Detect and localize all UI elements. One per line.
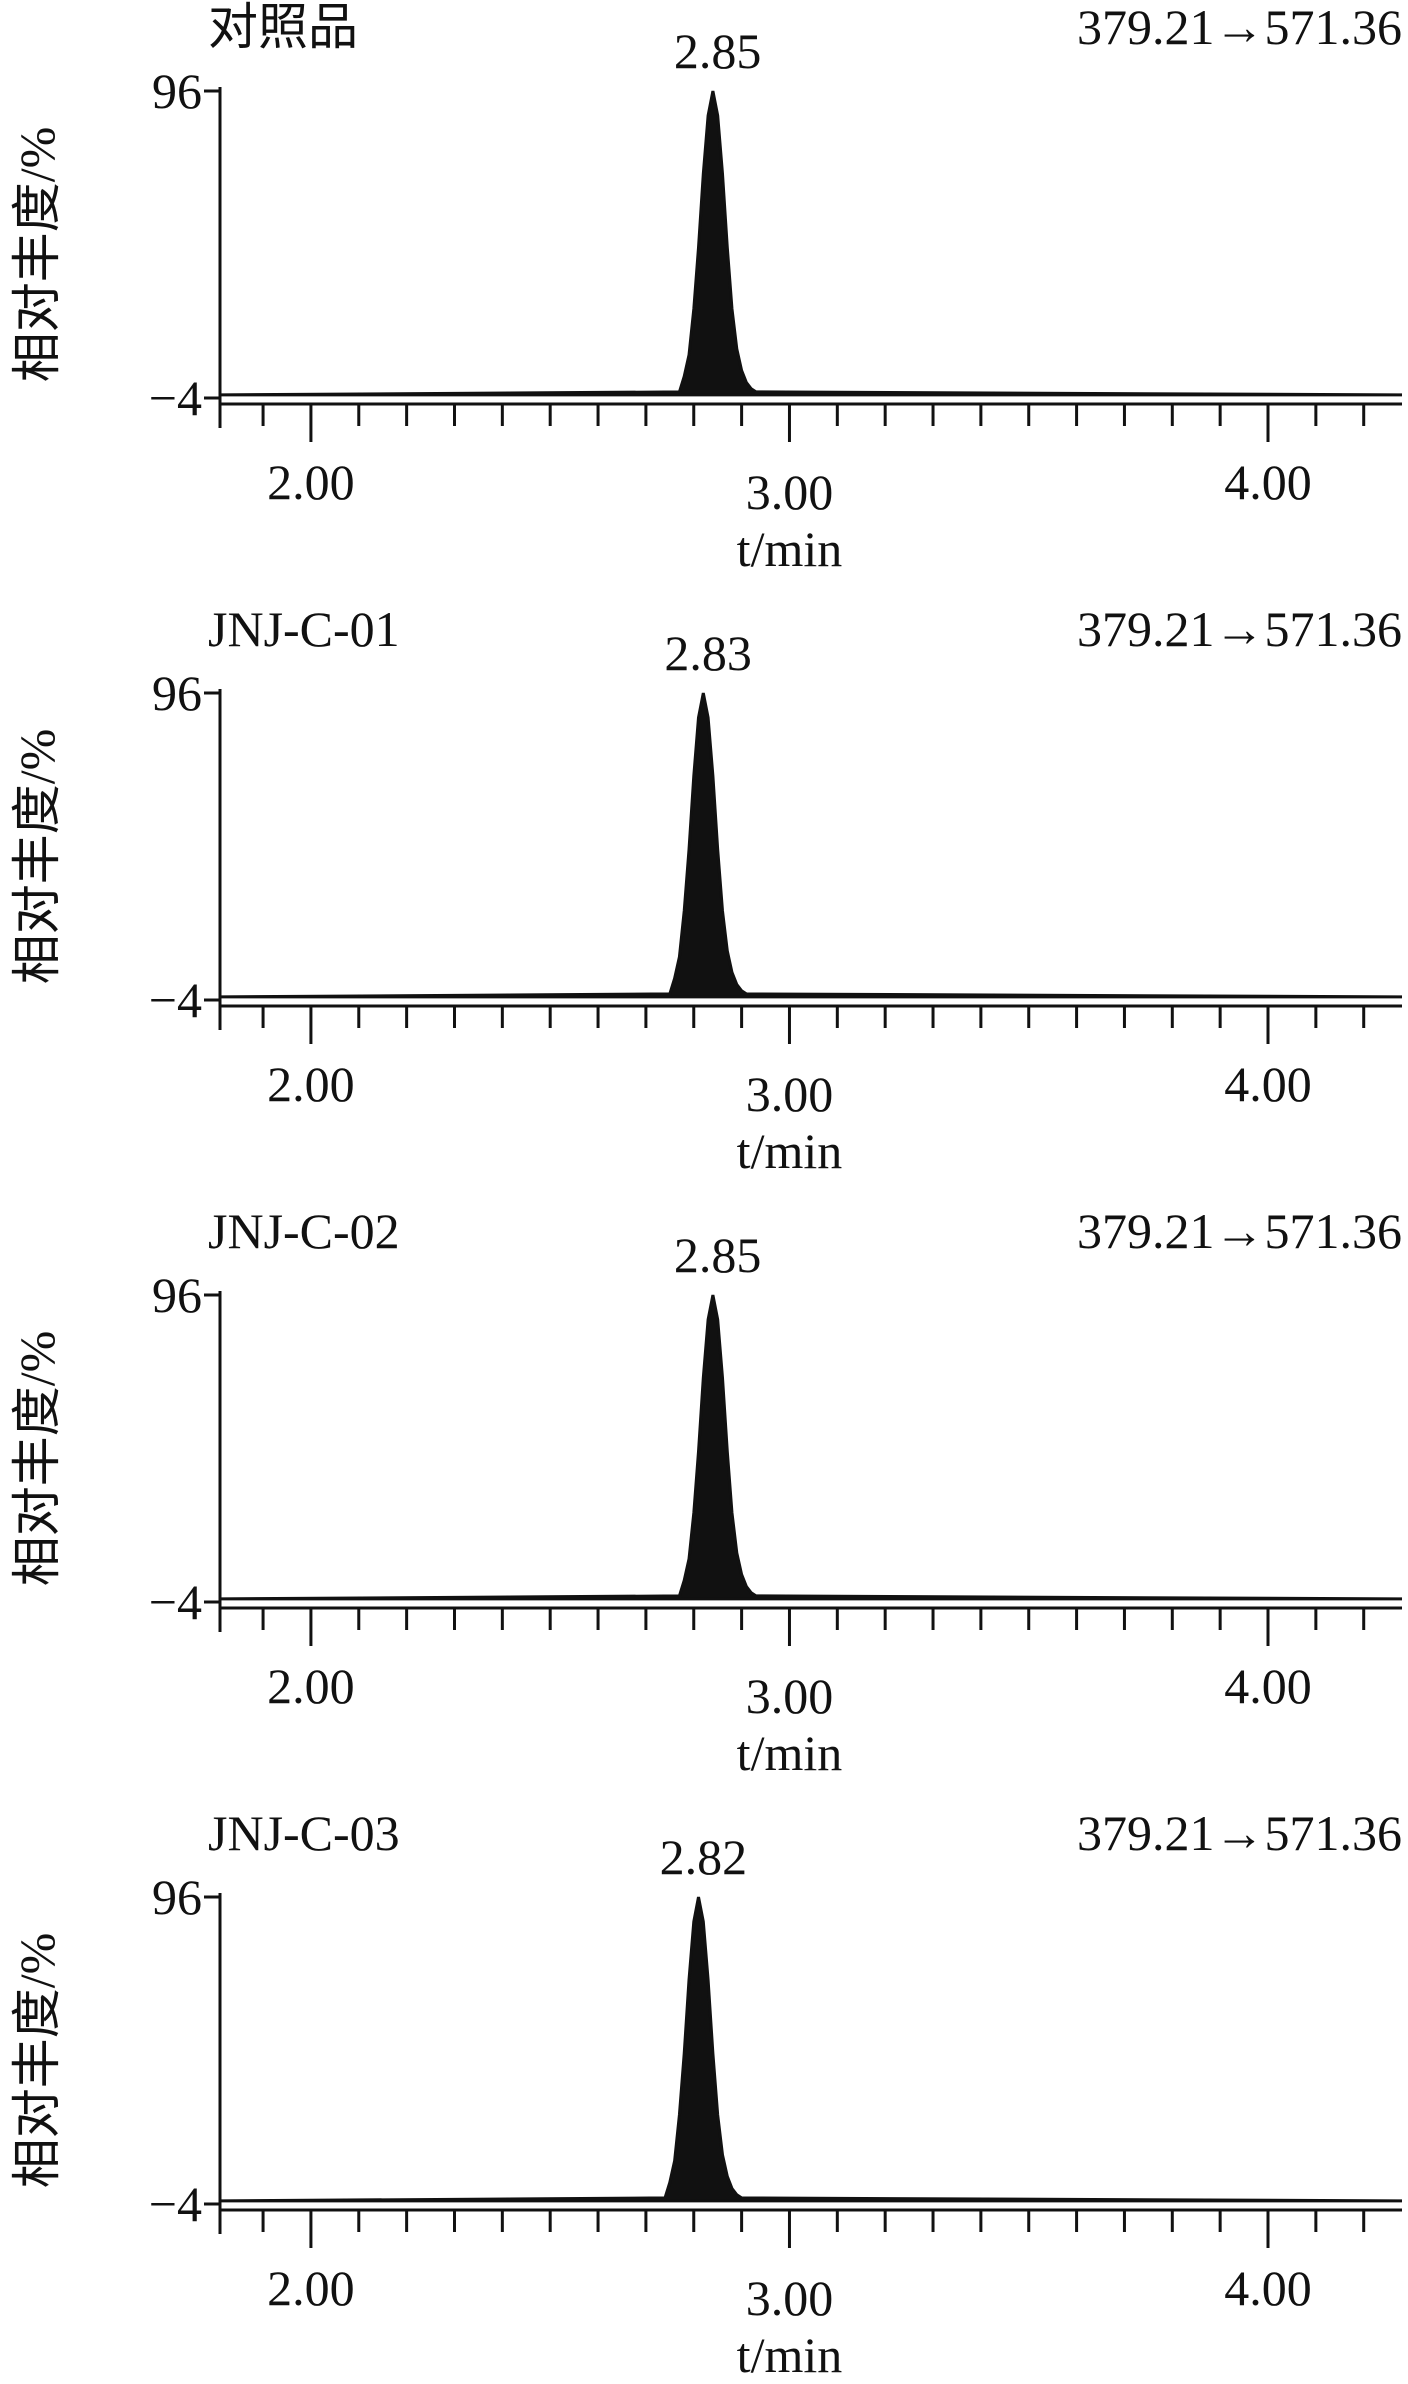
peak-trace <box>219 1294 1403 1601</box>
y-tick-label: −4 <box>149 1574 202 1630</box>
x-tick-label: 2.00 <box>267 454 355 510</box>
x-tick-label: 4.00 <box>1224 2260 1312 2316</box>
y-tick-label: 96 <box>152 63 202 119</box>
x-tick-label: 4.00 <box>1224 454 1312 510</box>
chromatogram-panel: −4 96 2.00 3.00 4.00 t/min 相对丰度/% 对照品 379.21→571… <box>9 0 1403 577</box>
peak-trace <box>219 90 1403 397</box>
transition-label: 379.21→571.36 <box>1077 0 1402 55</box>
peak-trace <box>219 692 1403 999</box>
x-tick-label: 3.00 <box>746 464 834 520</box>
x-axis-label: t/min <box>737 1123 843 1179</box>
x-tick-label: 2.00 <box>267 2260 355 2316</box>
transition-label: 379.21→571.36 <box>1077 1805 1402 1861</box>
y-axis-label: 相对丰度/% <box>9 1933 65 2189</box>
chromatogram-panel: −4 96 2.00 3.00 4.00 t/min 相对丰度/% JNJ-C-02 379.2… <box>9 1203 1403 1781</box>
peak-label: 2.82 <box>660 1829 748 1885</box>
y-tick-label: 96 <box>152 1267 202 1323</box>
peak-trace <box>219 1896 1403 2203</box>
peak-label: 2.85 <box>674 23 762 79</box>
x-tick-label: 3.00 <box>746 1668 834 1724</box>
y-tick-label: 96 <box>152 1869 202 1925</box>
panel-title: JNJ-C-02 <box>208 1203 400 1259</box>
x-tick-label: 2.00 <box>267 1658 355 1714</box>
x-tick-label: 4.00 <box>1224 1056 1312 1112</box>
transition-label: 379.21→571.36 <box>1077 601 1402 657</box>
peak-label: 2.83 <box>664 625 752 681</box>
peak-label: 2.85 <box>674 1227 762 1283</box>
panel-title: JNJ-C-01 <box>208 601 400 657</box>
transition-label: 379.21→571.36 <box>1077 1203 1402 1259</box>
y-axis-label: 相对丰度/% <box>9 127 65 383</box>
y-tick-label: −4 <box>149 2176 202 2232</box>
x-axis-label: t/min <box>737 1725 843 1781</box>
y-tick-label: −4 <box>149 370 202 426</box>
y-axis-label: 相对丰度/% <box>9 1331 65 1587</box>
x-tick-label: 3.00 <box>746 2270 834 2326</box>
x-tick-label: 4.00 <box>1224 1658 1312 1714</box>
x-tick-label: 2.00 <box>267 1056 355 1112</box>
y-tick-label: 96 <box>152 665 202 721</box>
y-tick-label: −4 <box>149 972 202 1028</box>
panel-title: 对照品 <box>208 0 358 55</box>
panel-title: JNJ-C-03 <box>208 1805 400 1861</box>
y-axis-label: 相对丰度/% <box>9 729 65 985</box>
x-axis-label: t/min <box>737 2327 843 2383</box>
chromatogram-panel: −4 96 2.00 3.00 4.00 t/min 相对丰度/% JNJ-C-01 379.2… <box>9 601 1403 1179</box>
x-tick-label: 3.00 <box>746 1066 834 1122</box>
chromatogram-panel: −4 96 2.00 3.00 4.00 t/min 相对丰度/% JNJ-C-03 379.2… <box>9 1805 1403 2383</box>
x-axis-label: t/min <box>737 521 843 577</box>
